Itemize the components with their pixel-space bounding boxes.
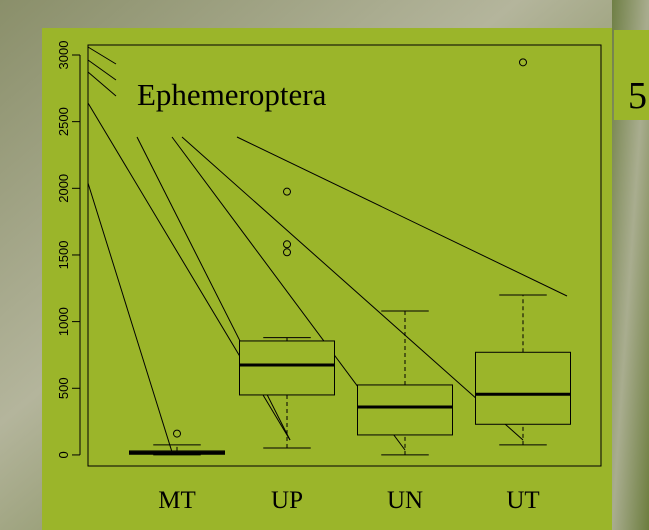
y-tick-label: 1000 (56, 307, 71, 336)
box (357, 384, 453, 436)
plot-frame (87, 44, 602, 467)
outlier (519, 58, 527, 67)
x-tick-label: UP (271, 487, 303, 514)
x-tick-label: UN (387, 487, 423, 514)
annotation: Ephemeroptera (137, 77, 327, 112)
chart-panel (42, 28, 612, 530)
outlier (173, 429, 181, 438)
y-tick-label: 2000 (56, 174, 71, 203)
box (239, 340, 335, 396)
y-tick-label: 3000 (56, 41, 71, 70)
y-tick-label: 2500 (56, 107, 71, 136)
box (475, 351, 571, 425)
y-tick-label: 1500 (56, 241, 71, 270)
outlier (283, 187, 291, 196)
outlier (283, 240, 291, 249)
y-tick-label: 0 (56, 451, 71, 458)
side-label: 5 (628, 75, 647, 117)
y-tick-label: 500 (56, 377, 71, 399)
outlier (283, 248, 291, 257)
x-tick-label: MT (158, 487, 196, 514)
side-panel (614, 30, 649, 120)
x-tick-label: UT (506, 487, 539, 514)
